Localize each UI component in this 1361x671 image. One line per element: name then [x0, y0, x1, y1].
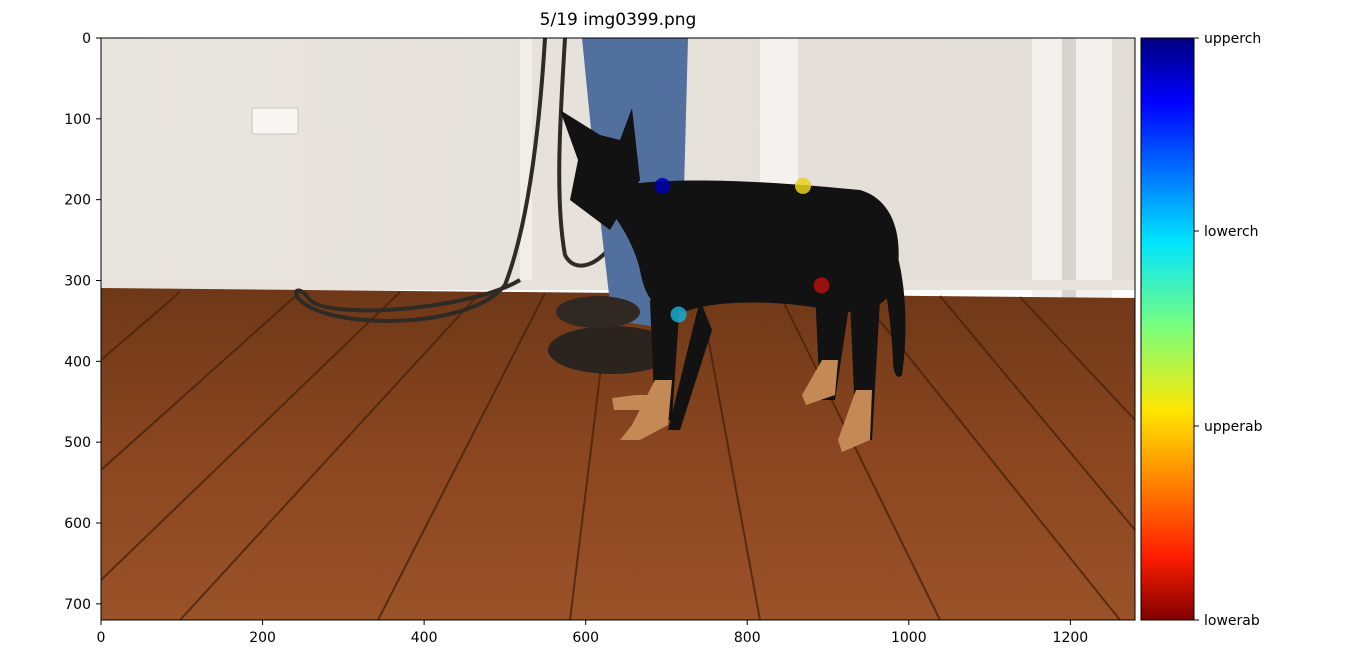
dog-tan-legs — [612, 360, 872, 452]
leash — [293, 38, 547, 323]
x-tick-label: 1000 — [891, 630, 927, 646]
x-tick-label: 800 — [734, 630, 761, 646]
plot-frame — [100, 37, 1136, 621]
x-tick-label: 0 — [97, 630, 106, 646]
point-lowerch — [670, 306, 687, 323]
colorbar — [1140, 37, 1195, 621]
y-tick-label: 200 — [64, 193, 91, 209]
colorbar-label-upperch: upperch — [1204, 31, 1261, 47]
chart-title: 5/19 img0399.png — [540, 10, 697, 30]
y-tick-label: 400 — [64, 354, 91, 370]
y-tick-label: 700 — [64, 597, 91, 613]
point-upperab — [794, 177, 811, 194]
person-shoe — [548, 326, 676, 374]
y-tick-label: 300 — [64, 274, 91, 290]
wood-floor — [101, 288, 1135, 620]
x-tick-label: 1200 — [1053, 630, 1089, 646]
y-tick-label: 500 — [64, 435, 91, 451]
y-axis: 0 100 200 300 400 500 600 700 — [64, 31, 101, 613]
background-photo — [101, 38, 1135, 620]
x-tick-label: 600 — [572, 630, 599, 646]
scatter-points — [654, 177, 830, 323]
door-frame-left — [520, 38, 532, 288]
floorboard-lines — [101, 291, 1135, 620]
point-lowerab — [813, 277, 830, 294]
colorbar-label-upperab: upperab — [1204, 419, 1263, 435]
x-axis: 0 200 400 600 800 1000 1200 — [97, 620, 1089, 646]
colorbar-label-lowerch: lowerch — [1204, 224, 1259, 240]
y-tick-label: 0 — [82, 31, 91, 47]
y-tick-label: 100 — [64, 112, 91, 128]
x-tick-label: 200 — [249, 630, 276, 646]
point-upperch — [654, 177, 671, 194]
colorbar-label-lowerab: lowerab — [1204, 613, 1260, 629]
y-tick-label: 600 — [64, 516, 91, 532]
power-outlet — [251, 107, 299, 135]
x-tick-label: 400 — [411, 630, 438, 646]
colorbar-ticks: upperch lowerch upperab lowerab — [1194, 31, 1263, 629]
